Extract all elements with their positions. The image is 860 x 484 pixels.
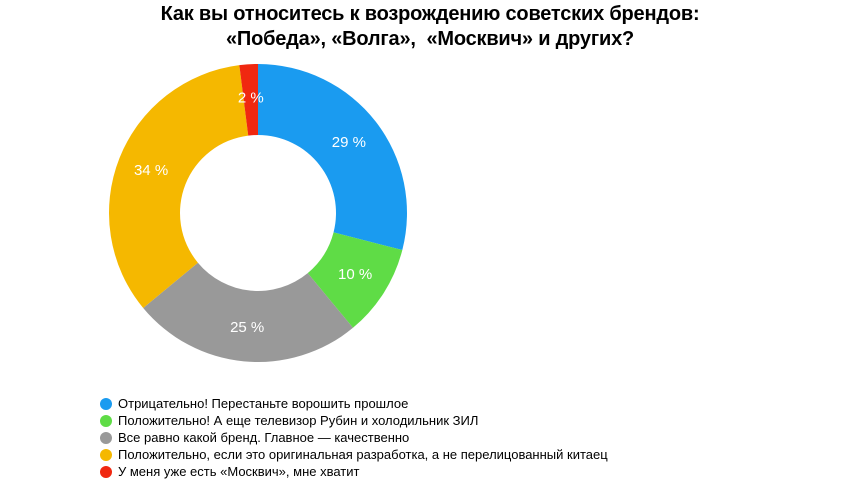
- legend-label-0: Отрицательно! Перестаньте ворошить прошл…: [118, 396, 409, 411]
- slice-label-1: 10 %: [338, 266, 372, 283]
- legend-label-2: Все равно какой бренд. Главное — качеств…: [118, 430, 410, 445]
- legend-item-2: Все равно какой бренд. Главное — качеств…: [100, 429, 608, 446]
- donut-slice-3: [108, 65, 249, 308]
- legend-item-4: У меня уже есть «Москвич», мне хватит: [100, 463, 608, 480]
- chart-title: Как вы относитесь к возрождению советски…: [0, 2, 860, 52]
- slice-label-4: 2 %: [238, 90, 264, 107]
- donut-slice-2: [143, 262, 353, 362]
- legend-swatch-2: [100, 431, 112, 444]
- chart-legend: Отрицательно! Перестаньте ворошить прошл…: [100, 395, 608, 480]
- legend-swatch-3: [100, 448, 112, 461]
- slice-label-0: 29 %: [332, 134, 366, 151]
- legend-label-1: Положительно! А еще телевизор Рубин и хо…: [118, 413, 479, 428]
- legend-swatch-0: [100, 397, 112, 410]
- legend-label-3: Положительно, если это оригинальная разр…: [118, 447, 608, 462]
- legend-label-4: У меня уже есть «Москвич», мне хватит: [118, 464, 360, 479]
- donut-slice-1: [307, 232, 403, 328]
- slice-label-3: 34 %: [134, 162, 168, 179]
- legend-swatch-4: [100, 465, 112, 478]
- legend-item-3: Положительно, если это оригинальная разр…: [100, 446, 608, 463]
- slice-label-2: 25 %: [230, 319, 264, 336]
- legend-item-1: Положительно! А еще телевизор Рубин и хо…: [100, 412, 608, 429]
- donut-slice-4: [239, 64, 258, 136]
- chart-title-line-2: «Победа», «Волга», «Москвич» и других?: [225, 28, 635, 50]
- legend-swatch-1: [100, 414, 112, 427]
- donut-slice-0: [258, 64, 407, 251]
- legend-item-0: Отрицательно! Перестаньте ворошить прошл…: [100, 395, 608, 412]
- chart-title-line-1: Как вы относитесь к возрождению советски…: [160, 3, 700, 25]
